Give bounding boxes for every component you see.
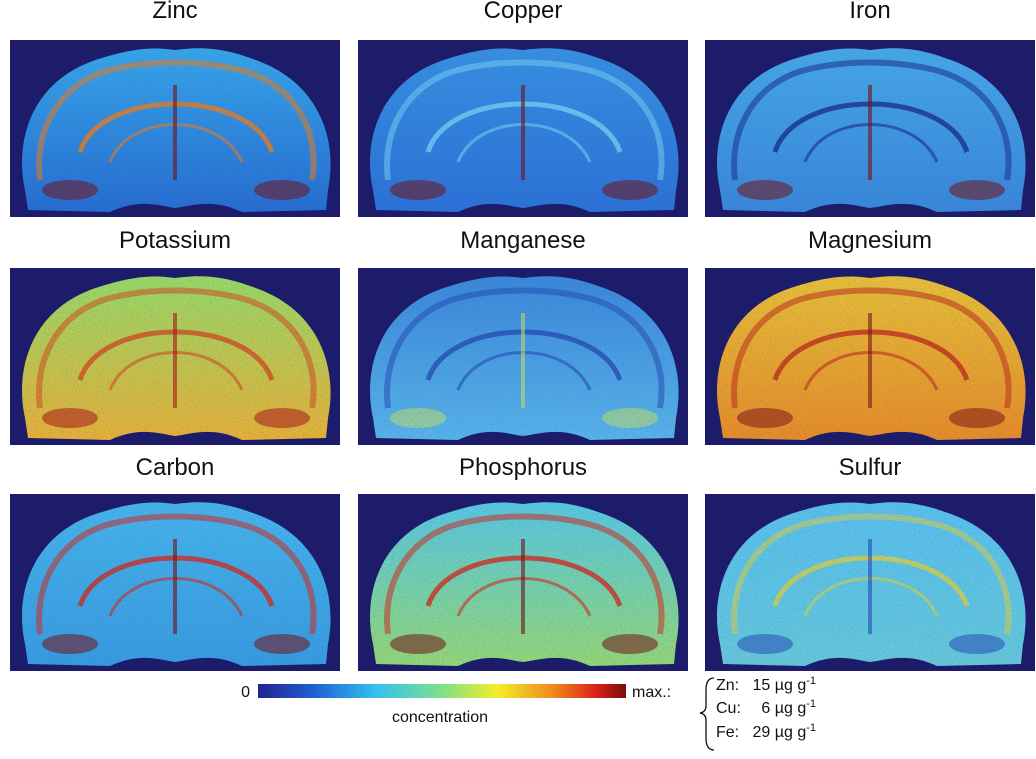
panel <box>10 494 340 671</box>
panel-title: Copper <box>484 0 563 24</box>
reference-value: 6 µg g-1 <box>761 698 816 717</box>
panel <box>10 40 340 217</box>
panel-title: Magnesium <box>808 227 932 254</box>
panel <box>358 494 688 671</box>
panel-title: Iron <box>849 0 890 24</box>
value: 15 µg g <box>753 677 807 694</box>
value: 6 µg g <box>761 700 806 717</box>
panel-title: Manganese <box>460 227 585 254</box>
brace <box>700 678 714 750</box>
reference-element: Cu: <box>716 700 741 717</box>
panel <box>705 494 1035 671</box>
panel <box>705 40 1035 217</box>
exponent: -1 <box>806 698 816 710</box>
colorbar-label: concentration <box>392 709 488 726</box>
panel-title: Phosphorus <box>459 454 587 481</box>
panel-title: Potassium <box>119 227 231 254</box>
reference-value: 29 µg g-1 <box>753 722 816 741</box>
colorbar <box>258 684 626 698</box>
colorbar-min: 0 <box>241 684 250 701</box>
figure: 0 max.: concentration Zinc Copper Iron Pota… <box>0 0 1036 759</box>
exponent: -1 <box>806 675 816 687</box>
reference-element: Zn: <box>716 677 739 694</box>
panel <box>705 268 1035 445</box>
panel <box>358 268 688 445</box>
reference-value: 15 µg g-1 <box>753 675 816 694</box>
panel-title: Carbon <box>136 454 215 481</box>
colorbar-max: max.: <box>632 684 671 701</box>
panel-title: Zinc <box>152 0 197 24</box>
panel <box>10 268 340 445</box>
value: 29 µg g <box>753 724 807 741</box>
panel-title: Sulfur <box>839 454 902 481</box>
reference-element: Fe: <box>716 724 739 741</box>
exponent: -1 <box>806 722 816 734</box>
panel <box>358 40 688 217</box>
